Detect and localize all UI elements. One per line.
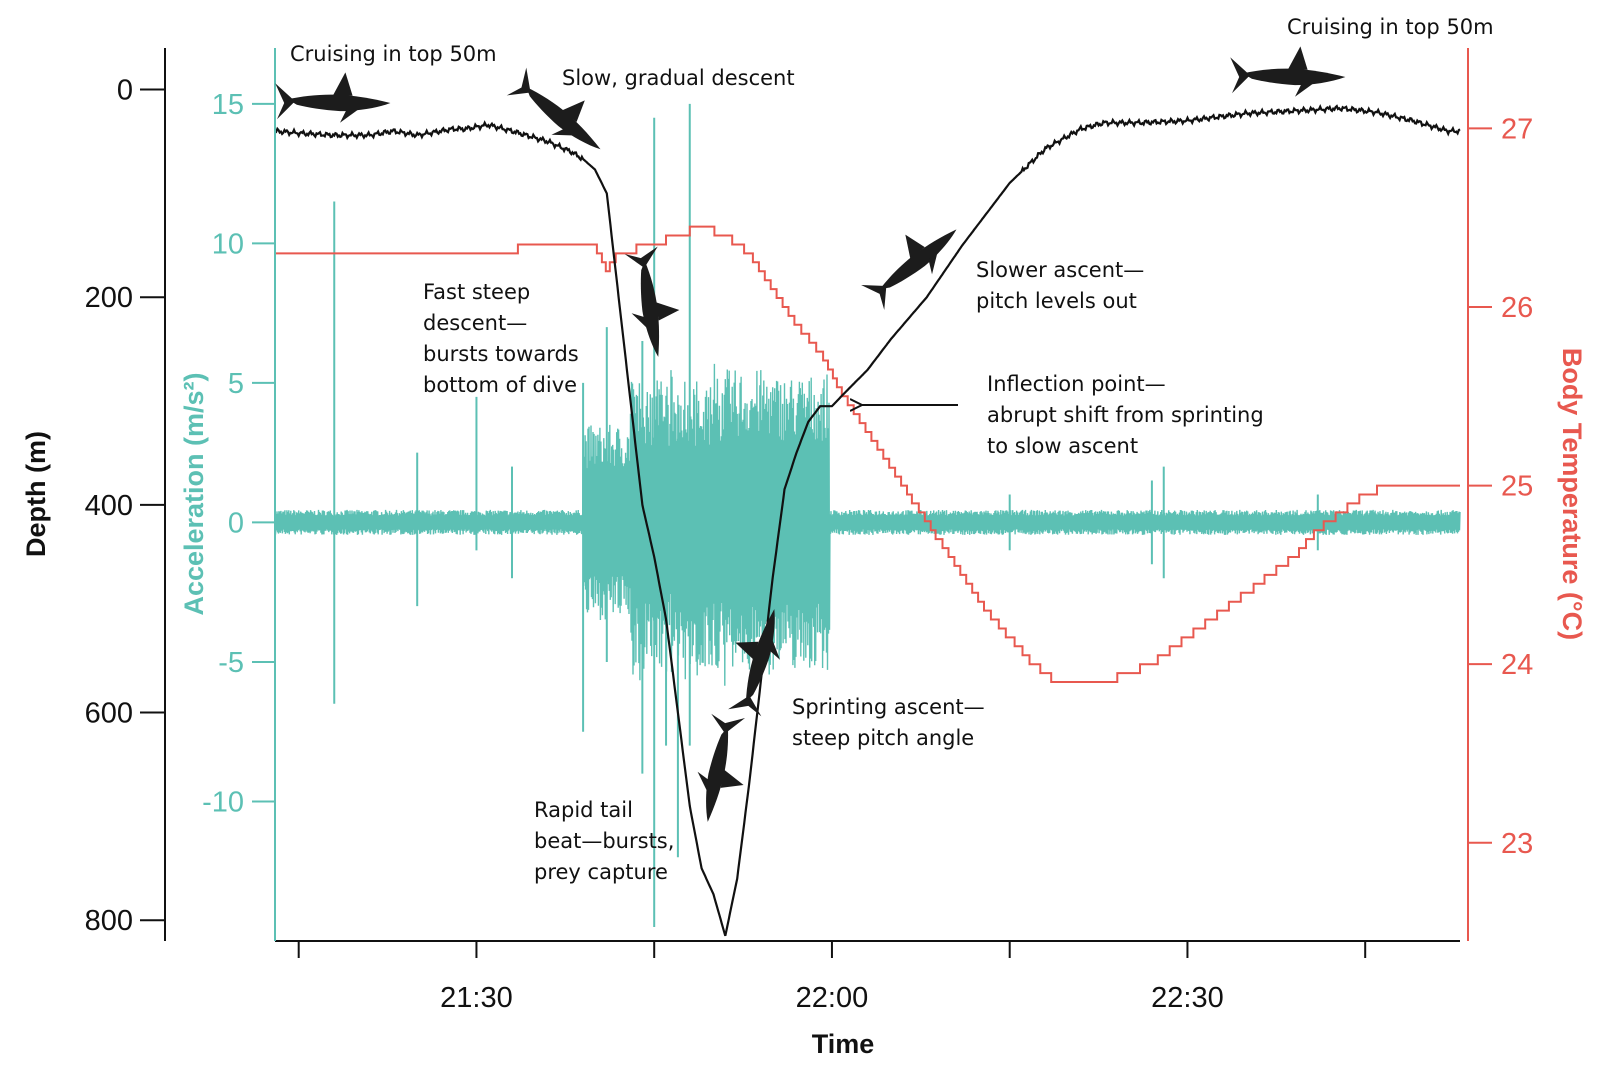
temperature-tick-label: 24 [1501, 649, 1533, 681]
x-axis-title: Time [812, 1029, 875, 1059]
temperature-tick-label: 23 [1501, 828, 1533, 860]
acceleration-tick-label: -10 [202, 786, 244, 818]
temperature-series-line [275, 225, 1460, 683]
time-tick-label: 22:30 [1151, 982, 1224, 1014]
annotation-cruising-end: Cruising in top 50m [1287, 15, 1494, 39]
annotation-rapid-tail-beat: Rapid tail beat—bursts, prey capture [534, 798, 681, 884]
temperature-tick-label: 25 [1501, 471, 1533, 503]
shark-icon [1230, 46, 1346, 97]
acceleration-tick-label: 10 [212, 228, 244, 260]
acceleration-axis-title: Acceleration (m/s²) [179, 372, 209, 615]
annotation-slow-descent: Slow, gradual descent [562, 66, 795, 90]
acceleration-tick-label: 0 [228, 507, 244, 539]
depth-tick-label: 0 [117, 75, 133, 107]
acceleration-tick-label: 15 [212, 89, 244, 121]
annotation-cruising-start: Cruising in top 50m [290, 42, 497, 66]
depth-tick-label: 600 [85, 698, 133, 730]
depth-series-line [274, 104, 1461, 937]
time-tick-label: 21:30 [440, 982, 513, 1014]
acceleration-tick-label: -5 [218, 647, 244, 679]
time-tick-label: 22:00 [796, 982, 869, 1014]
depth-tick-label: 800 [85, 905, 133, 937]
shark-icon [275, 72, 391, 123]
temperature-tick-label: 27 [1501, 113, 1533, 145]
annotation-sprinting-ascent: Sprinting ascent— steep pitch angle [792, 695, 991, 750]
acceleration-tick-label: 5 [228, 368, 244, 400]
depth-tick-label: 200 [85, 282, 133, 314]
depth-tick-label: 400 [85, 490, 133, 522]
annotation-slower-ascent: Slower ascent— pitch levels out [976, 258, 1151, 313]
temperature-axis-title: Body Temperature (°C) [1557, 348, 1587, 640]
temperature-tick-label: 26 [1501, 292, 1533, 324]
acceleration-series-line [274, 363, 1461, 686]
annotation-fast-descent: Fast steep descent— bursts towards botto… [423, 280, 585, 397]
depth-axis-title: Depth (m) [21, 431, 51, 557]
annotation-inflection-point: Inflection point— abrupt shift from spri… [987, 372, 1270, 458]
